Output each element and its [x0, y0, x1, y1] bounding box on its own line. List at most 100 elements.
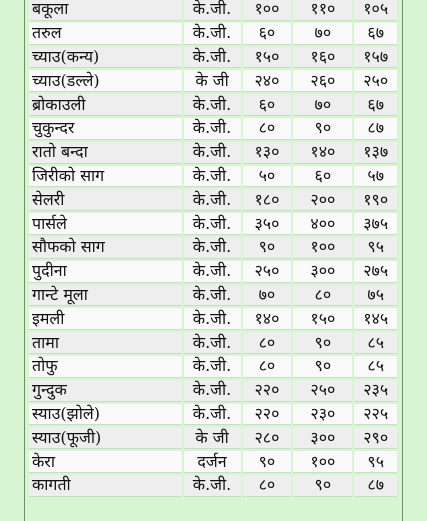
- max-price-cell: ४००: [293, 213, 353, 235]
- unit-cell: के.जी.: [183, 141, 241, 164]
- commodity-name-cell: गुन्दुक: [29, 379, 182, 402]
- commodity-name-cell: च्याउ(डल्ले): [29, 70, 182, 93]
- table-row: ब्रोकाउली के.जी. ६० ७० ६७: [29, 94, 397, 116]
- unit-cell: के.जी.: [183, 379, 241, 402]
- max-price-cell: ७०: [293, 22, 353, 45]
- table-row: बकूला के.जी. १०० ११० १०५: [29, 0, 397, 21]
- unit-cell: के.जी.: [183, 236, 241, 259]
- avg-price-cell: ५७: [354, 165, 397, 188]
- avg-price-cell: २२५: [354, 403, 397, 426]
- max-price-cell: ७०: [293, 94, 353, 116]
- commodity-name-cell: पार्सले: [29, 213, 182, 235]
- avg-price-cell: ८५: [354, 355, 397, 378]
- min-price-cell: १००: [242, 0, 292, 21]
- max-price-cell: २३०: [293, 403, 353, 426]
- table-row: स्याउ(झोले) के.जी. २२० २३० २२५: [29, 403, 397, 426]
- unit-cell: के.जी.: [183, 0, 241, 21]
- unit-cell: के.जी.: [183, 260, 241, 283]
- max-price-cell: ८०: [293, 284, 353, 307]
- min-price-cell: ९०: [242, 451, 292, 473]
- commodity-name-cell: सेलरी: [29, 189, 182, 212]
- min-price-cell: ५०: [242, 165, 292, 188]
- min-price-cell: २२०: [242, 403, 292, 426]
- avg-price-cell: १३७: [354, 141, 397, 164]
- unit-cell: के.जी.: [183, 308, 241, 331]
- commodity-price-table: बकूला के.जी. १०० ११० १०५ तरुल के.जी. ६० ७० ६७ च्या…: [27, 0, 399, 499]
- commodity-name-cell: जिरीको साग: [29, 165, 182, 188]
- avg-price-cell: २३५: [354, 379, 397, 402]
- unit-cell: के जी: [183, 427, 241, 450]
- unit-cell: के.जी.: [183, 189, 241, 212]
- table-row: जिरीको साग के.जी. ५० ६० ५७: [29, 165, 397, 188]
- unit-cell: के.जी.: [183, 46, 241, 69]
- max-price-cell: २५०: [293, 379, 353, 402]
- avg-price-cell: ९५: [354, 236, 397, 259]
- max-price-cell: ९०: [293, 355, 353, 378]
- table-row: केरा दर्जन ९० १०० ९५: [29, 451, 397, 473]
- unit-cell: के.जी.: [183, 94, 241, 116]
- min-price-cell: १५०: [242, 46, 292, 69]
- unit-cell: के.जी.: [183, 403, 241, 426]
- commodity-name-cell: चुकुन्दर: [29, 117, 182, 140]
- commodity-name-cell: तामा: [29, 332, 182, 354]
- commodity-name-cell: बकूला: [29, 0, 182, 21]
- avg-price-cell: ८५: [354, 332, 397, 354]
- table-row: स्याउ(फूजी) के जी २८० ३०० २९०: [29, 427, 397, 450]
- table-row: इमली के.जी. १४० १५० १४५: [29, 308, 397, 331]
- avg-price-cell: २९०: [354, 427, 397, 450]
- max-price-cell: ३००: [293, 260, 353, 283]
- max-price-cell: २६०: [293, 70, 353, 93]
- max-price-cell: ३००: [293, 427, 353, 450]
- min-price-cell: ८०: [242, 474, 292, 497]
- commodity-name-cell: स्याउ(फूजी): [29, 427, 182, 450]
- table-row: सौफको साग के.जी. ९० १०० ९५: [29, 236, 397, 259]
- avg-price-cell: ९५: [354, 451, 397, 473]
- avg-price-cell: १९०: [354, 189, 397, 212]
- avg-price-cell: १५७: [354, 46, 397, 69]
- max-price-cell: १४०: [293, 141, 353, 164]
- max-price-cell: १५०: [293, 308, 353, 331]
- table-row: चुकुन्दर के.जी. ८० ९० ८७: [29, 117, 397, 140]
- commodity-name-cell: इमली: [29, 308, 182, 331]
- left-border-line: [24, 0, 25, 521]
- min-price-cell: ८०: [242, 332, 292, 354]
- min-price-cell: १३०: [242, 141, 292, 164]
- unit-cell: के जी: [183, 70, 241, 93]
- avg-price-cell: ६७: [354, 22, 397, 45]
- avg-price-cell: ६७: [354, 94, 397, 116]
- unit-cell: के.जी.: [183, 213, 241, 235]
- table-row: पुदीना के.जी. २५० ३०० २७५: [29, 260, 397, 283]
- avg-price-cell: १४५: [354, 308, 397, 331]
- min-price-cell: ८०: [242, 355, 292, 378]
- commodity-name-cell: च्याउ(कन्य): [29, 46, 182, 69]
- avg-price-cell: ३७५: [354, 213, 397, 235]
- unit-cell: के.जी.: [183, 22, 241, 45]
- unit-cell: के.जी.: [183, 117, 241, 140]
- min-price-cell: ९०: [242, 236, 292, 259]
- min-price-cell: १८०: [242, 189, 292, 212]
- avg-price-cell: ७५: [354, 284, 397, 307]
- max-price-cell: ९०: [293, 332, 353, 354]
- max-price-cell: ९०: [293, 474, 353, 497]
- max-price-cell: १००: [293, 451, 353, 473]
- commodity-name-cell: तोफु: [29, 355, 182, 378]
- table-row: कागती के.जी. ८० ९० ८७: [29, 474, 397, 497]
- min-price-cell: ३५०: [242, 213, 292, 235]
- min-price-cell: १४०: [242, 308, 292, 331]
- right-border-line: [402, 0, 403, 521]
- min-price-cell: ८०: [242, 117, 292, 140]
- table-row: गुन्दुक के.जी. २२० २५० २३५: [29, 379, 397, 402]
- unit-cell: के.जी.: [183, 474, 241, 497]
- avg-price-cell: २५०: [354, 70, 397, 93]
- max-price-cell: ९०: [293, 117, 353, 140]
- min-price-cell: ६०: [242, 94, 292, 116]
- max-price-cell: ११०: [293, 0, 353, 21]
- table-row: सेलरी के.जी. १८० २०० १९०: [29, 189, 397, 212]
- table-row: च्याउ(डल्ले) के जी २४० २६० २५०: [29, 70, 397, 93]
- table-row: पार्सले के.जी. ३५० ४०० ३७५: [29, 213, 397, 235]
- avg-price-cell: १०५: [354, 0, 397, 21]
- table-row: गान्टे मूला के.जी. ७० ८० ७५: [29, 284, 397, 307]
- max-price-cell: २००: [293, 189, 353, 212]
- avg-price-cell: ८७: [354, 117, 397, 140]
